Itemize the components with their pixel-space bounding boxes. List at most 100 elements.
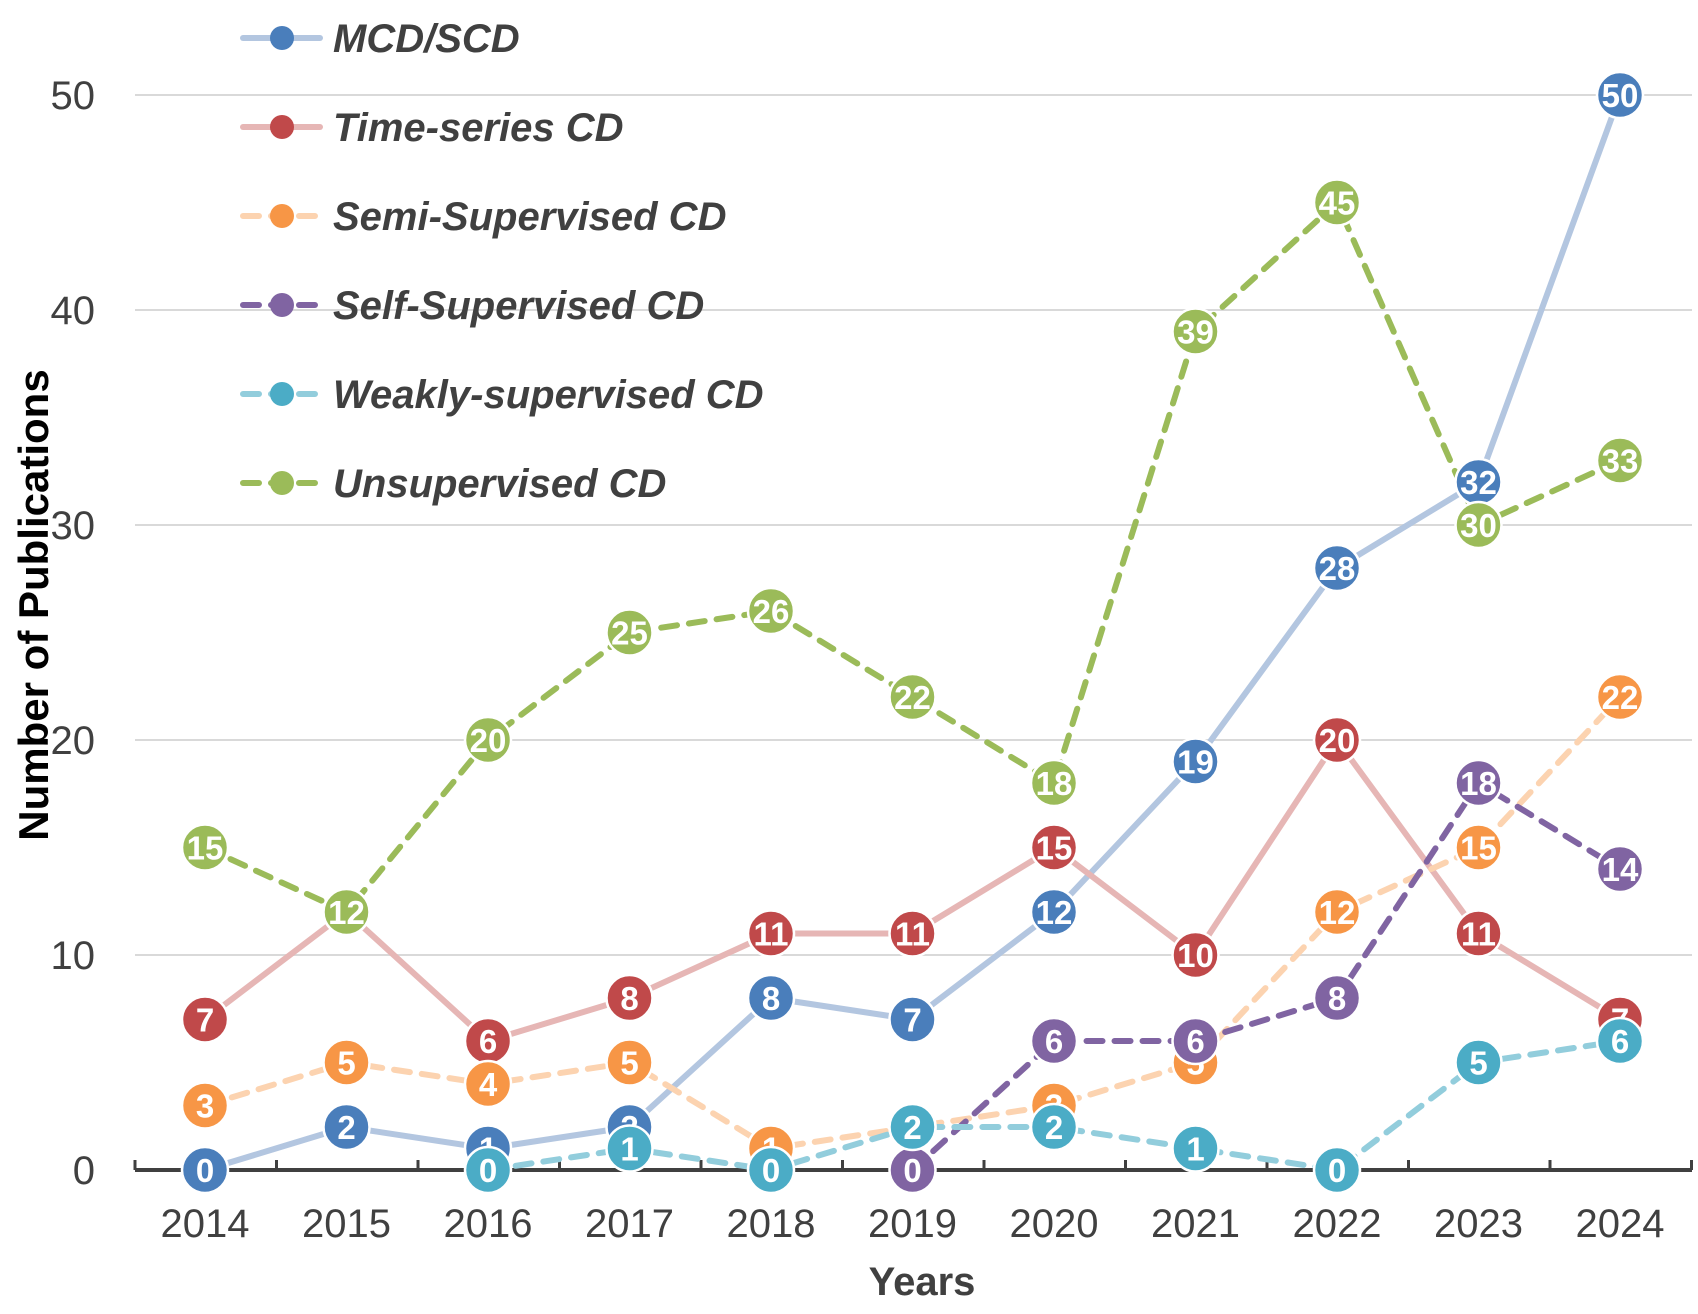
data-label-semi-supervised-cd: 22 (1602, 679, 1639, 716)
data-label-weakly-supervised-cd: 6 (1611, 1023, 1629, 1060)
legend-label: MCD/SCD (333, 17, 520, 61)
x-tick-label: 2024 (1576, 1202, 1665, 1246)
data-label-unsupervised-cd: 20 (470, 722, 507, 759)
data-label-time-series-cd: 6 (479, 1023, 497, 1060)
data-label-weakly-supervised-cd: 5 (1469, 1045, 1487, 1082)
data-point-self-supervised-cd (1171, 1016, 1220, 1066)
data-label-self-supervised-cd: 6 (1186, 1023, 1204, 1060)
data-label-mcd-scd: 8 (762, 980, 780, 1017)
legend-label: Weakly-supervised CD (333, 373, 764, 417)
series-line-self-supervised-cd (909, 780, 1623, 1173)
data-point-time-series-cd (1454, 909, 1503, 958)
data-label-unsupervised-cd: 45 (1319, 185, 1356, 222)
data-point-time-series-cd (1029, 823, 1079, 872)
y-tick-label: 10 (51, 934, 96, 978)
y-tick-label: 40 (51, 289, 96, 333)
data-label-weakly-supervised-cd: 0 (479, 1152, 497, 1189)
data-point-unsupervised-cd (322, 887, 371, 937)
y-tick-labels: 0 10 20 30 40 50 (51, 74, 96, 1193)
data-label-time-series-cd: 11 (895, 916, 930, 953)
data-label-semi-supervised-cd: 5 (620, 1045, 638, 1082)
data-point-mcd-scd (1595, 70, 1645, 120)
data-label-unsupervised-cd: 30 (1460, 507, 1497, 544)
data-label-time-series-cd: 20 (1319, 722, 1356, 759)
data-point-unsupervised-cd (1454, 500, 1503, 550)
data-point-unsupervised-cd (605, 608, 654, 657)
data-point-mcd-scd (1312, 543, 1362, 593)
data-label-unsupervised-cd: 39 (1177, 314, 1214, 351)
y-tick-label: 20 (51, 719, 96, 763)
data-point-unsupervised-cd (888, 672, 937, 722)
data-label-time-series-cd: 7 (196, 1002, 214, 1039)
legend-label: Unsupervised CD (333, 462, 666, 506)
data-point-semi-supervised-cd (1454, 823, 1503, 872)
x-tick-label: 2014 (161, 1202, 250, 1246)
legend-marker (270, 382, 294, 406)
data-point-semi-supervised-cd (1312, 887, 1362, 937)
data-point-weakly-supervised-cd (1029, 1102, 1079, 1152)
legend-item-self-supervised-cd: Self-Supervised CD (240, 284, 704, 328)
data-point-self-supervised-cd (1312, 973, 1362, 1023)
legend-marker (270, 26, 294, 50)
data-point-mcd-scd (322, 1102, 371, 1152)
data-label-semi-supervised-cd: 15 (1460, 830, 1497, 867)
data-label-mcd-scd: 12 (1036, 894, 1073, 931)
data-point-self-supervised-cd (1029, 1016, 1079, 1066)
data-label-unsupervised-cd: 15 (187, 830, 224, 867)
data-point-unsupervised-cd (1312, 178, 1362, 227)
data-label-mcd-scd: 7 (903, 1002, 921, 1039)
data-point-time-series-cd (180, 995, 230, 1044)
x-tick-label: 2019 (868, 1202, 957, 1246)
legend: MCD/SCD Time-series CD Semi-Supervised CD S… (240, 17, 764, 506)
data-label-unsupervised-cd: 33 (1602, 443, 1639, 480)
data-point-weakly-supervised-cd (1312, 1145, 1362, 1195)
data-point-semi-supervised-cd (463, 1059, 513, 1109)
legend-item-mcd-scd: MCD/SCD (240, 17, 520, 61)
data-point-semi-supervised-cd (322, 1038, 371, 1087)
data-point-self-supervised-cd (1454, 758, 1503, 808)
legend-item-weakly-supervised-cd: Weakly-supervised CD (240, 373, 764, 417)
x-tick-label: 2020 (1010, 1202, 1099, 1246)
data-label-self-supervised-cd: 0 (903, 1152, 921, 1189)
legend-item-unsupervised-cd: Unsupervised CD (240, 462, 666, 506)
y-tick-label: 0 (73, 1149, 95, 1193)
data-point-unsupervised-cd (1029, 758, 1079, 808)
data-label-time-series-cd: 11 (1461, 916, 1496, 953)
x-tick-label: 2017 (585, 1202, 674, 1246)
data-label-self-supervised-cd: 18 (1460, 765, 1497, 802)
legend-label: Time-series CD (333, 106, 624, 150)
data-point-semi-supervised-cd (1595, 672, 1645, 722)
data-label-unsupervised-cd: 25 (611, 615, 648, 652)
x-tick-label: 2015 (302, 1202, 391, 1246)
data-point-time-series-cd (746, 909, 796, 958)
data-label-weakly-supervised-cd: 0 (762, 1152, 780, 1189)
data-label-mcd-scd: 32 (1460, 464, 1497, 501)
legend-label: Self-Supervised CD (333, 284, 704, 328)
data-label-time-series-cd: 15 (1036, 830, 1073, 867)
data-label-self-supervised-cd: 14 (1602, 851, 1639, 888)
data-label-weakly-supervised-cd: 1 (1186, 1131, 1204, 1168)
legend-marker (270, 115, 294, 139)
data-label-semi-supervised-cd: 12 (1319, 894, 1356, 931)
data-label-unsupervised-cd: 18 (1036, 765, 1073, 802)
data-point-semi-supervised-cd (180, 1081, 230, 1130)
data-label-time-series-cd: 11 (754, 916, 789, 953)
gridlines (135, 94, 1692, 956)
data-point-unsupervised-cd (463, 715, 513, 765)
legend-marker (270, 204, 294, 228)
x-tick-label: 2022 (1293, 1202, 1382, 1246)
series-markers: 0212871219283250712681111151020117354512… (180, 70, 1645, 1195)
data-label-unsupervised-cd: 22 (894, 679, 931, 716)
data-point-unsupervised-cd (1595, 436, 1645, 485)
data-point-mcd-scd (1029, 887, 1079, 937)
data-point-unsupervised-cd (1171, 307, 1220, 356)
data-label-semi-supervised-cd: 4 (479, 1066, 498, 1103)
data-point-weakly-supervised-cd (463, 1145, 513, 1195)
data-point-mcd-scd (180, 1145, 230, 1195)
data-point-weakly-supervised-cd (888, 1102, 937, 1152)
y-axis-title: Number of Publications (10, 369, 57, 840)
data-point-weakly-supervised-cd (746, 1145, 796, 1195)
data-label-mcd-scd: 0 (196, 1152, 214, 1189)
data-point-mcd-scd (746, 973, 796, 1023)
data-point-time-series-cd (888, 909, 937, 958)
